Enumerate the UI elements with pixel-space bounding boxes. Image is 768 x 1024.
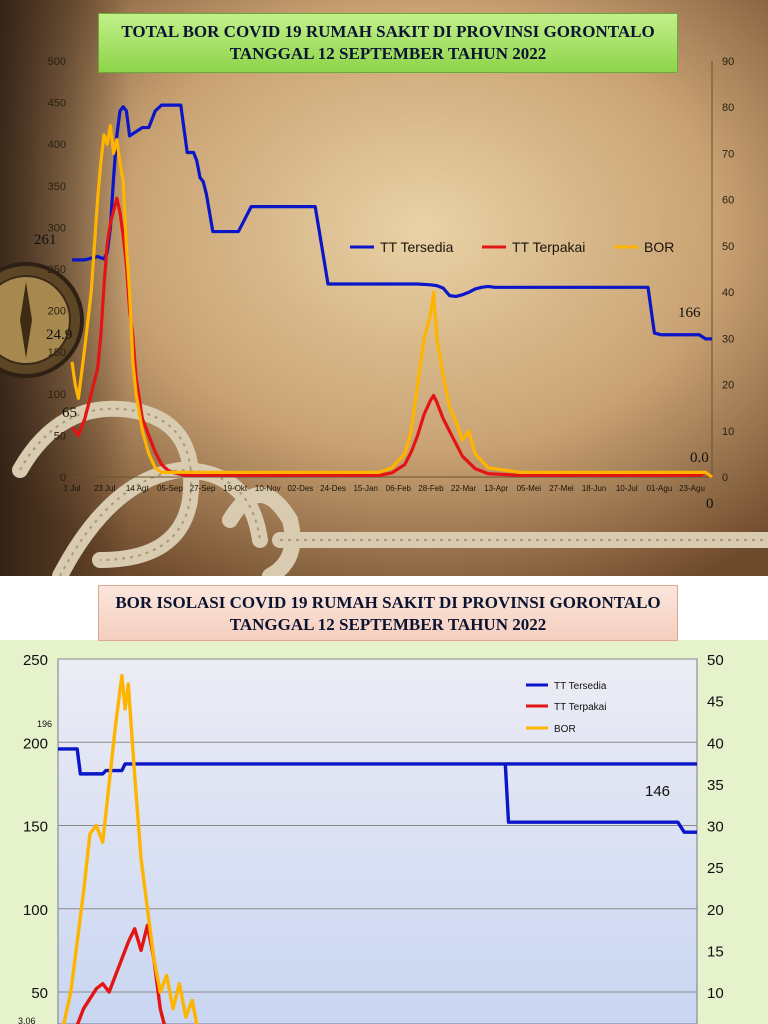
y-right-tick-label: 10 bbox=[707, 985, 724, 1002]
top-chart-panel: 0 50 100 150 200 250 300 350 400 450 500 0 10 20 30 40 5… bbox=[0, 0, 768, 576]
x-tick-label: 1 Jul bbox=[64, 484, 81, 493]
x-tick-label: 06-Feb bbox=[386, 484, 412, 493]
y-right-tick-label: 35 bbox=[707, 777, 724, 794]
series-line-tt-tersedia-segment-2 bbox=[503, 763, 697, 834]
bottom-chart: 50 100 150 200 250 10 15 20 25 30 35 40 45 50 TT Terse… bbox=[18, 652, 724, 1024]
legend-label-tt-tersedia: TT Tersedia bbox=[380, 239, 454, 255]
legend-label-bor: BOR bbox=[644, 239, 674, 255]
y-left-tick-label: 150 bbox=[48, 347, 66, 359]
y-right-tick-label: 30 bbox=[722, 333, 734, 345]
y-right-tick-label: 70 bbox=[722, 148, 734, 160]
series-line-tt-tersedia bbox=[58, 747, 697, 776]
x-tick-label: 28-Feb bbox=[418, 484, 444, 493]
x-tick-label: 22-Mar bbox=[451, 484, 477, 493]
annotation-bor-end: 0.0 bbox=[690, 450, 709, 466]
annotation-tt-tersedia-start: 261 bbox=[34, 232, 57, 248]
y-right-tick-label: 60 bbox=[722, 195, 734, 207]
x-tick-label: 13-Apr bbox=[484, 484, 508, 493]
y-right-tick-label: 90 bbox=[722, 56, 734, 68]
annotation-tt-terpakai-end: 0 bbox=[706, 496, 714, 512]
plot-area bbox=[57, 658, 698, 1024]
y-left-tick-label: 100 bbox=[48, 389, 66, 401]
annotation-tt-tersedia-end: 146 bbox=[645, 783, 670, 800]
y-right-tick-label: 40 bbox=[722, 287, 734, 299]
legend-label-bor: BOR bbox=[554, 724, 576, 735]
legend-label-tt-terpakai: TT Terpakai bbox=[512, 239, 585, 255]
series-line-tt-terpakai bbox=[70, 196, 713, 479]
y-right-tick-label: 50 bbox=[707, 652, 724, 669]
series-line-tt-tersedia bbox=[72, 103, 712, 341]
x-tick-label: 10-Nov bbox=[255, 484, 281, 493]
y-left-tick-label: 250 bbox=[48, 264, 66, 276]
y-left-tick-label: 450 bbox=[48, 98, 66, 110]
y-right-tick-label: 45 bbox=[707, 694, 724, 711]
x-tick-label: 23-Agu bbox=[679, 484, 705, 493]
annotation-tt-tersedia-end: 166 bbox=[678, 305, 701, 321]
x-tick-label: 01-Agu bbox=[646, 484, 672, 493]
y-right-tick-label: 80 bbox=[722, 102, 734, 114]
annotation-bor-start: 3.06 bbox=[18, 1016, 36, 1024]
annotation-bor-start: 24.9 bbox=[46, 327, 72, 343]
y-left-tick-label: 200 bbox=[48, 306, 66, 318]
series-line-bor bbox=[61, 673, 199, 1024]
y-left-tick-label: 50 bbox=[31, 985, 48, 1002]
y-right-tick-label: 10 bbox=[722, 426, 734, 438]
y-right-tick-label: 25 bbox=[707, 860, 724, 877]
x-tick-label: 24-Des bbox=[320, 484, 346, 493]
compass-decoration bbox=[0, 262, 84, 378]
y-left-tick-label: 50 bbox=[54, 430, 66, 442]
y-right-tick-label: 0 bbox=[722, 472, 728, 484]
y-left-tick-label: 250 bbox=[23, 652, 48, 669]
y-right-tick-label: 20 bbox=[722, 380, 734, 392]
bottom-chart-panel: 50 100 150 200 250 10 15 20 25 30 35 40 45 50 TT Terse… bbox=[0, 640, 768, 1024]
y-right-tick-label: 40 bbox=[707, 735, 724, 752]
y-left-tick-label: 100 bbox=[23, 902, 48, 919]
y-left-tick-label: 400 bbox=[48, 139, 66, 151]
x-tick-label: 14 Agt bbox=[126, 484, 149, 493]
series-line-bor bbox=[70, 124, 713, 479]
y-left-tick-label: 500 bbox=[48, 56, 66, 68]
bottom-chart-title: BOR ISOLASI COVID 19 RUMAH SAKIT DI PROV… bbox=[98, 585, 678, 641]
x-tick-label: 15-Jan bbox=[353, 484, 377, 493]
y-right-tick-label: 50 bbox=[722, 241, 734, 253]
x-tick-label: 27-Sep bbox=[190, 484, 216, 493]
x-tick-label: 02-Des bbox=[288, 484, 314, 493]
x-tick-label: 18-Jun bbox=[582, 484, 606, 493]
top-chart-title: TOTAL BOR COVID 19 RUMAH SAKIT DI PROVIN… bbox=[98, 13, 678, 73]
y-right-tick-label: 20 bbox=[707, 902, 724, 919]
y-left-tick-label: 350 bbox=[48, 181, 66, 193]
rope-texture bbox=[19, 407, 768, 576]
x-tick-label: 10-Jul bbox=[616, 484, 638, 493]
legend-label-tt-terpakai: TT Terpakai bbox=[554, 702, 606, 713]
legend-label-tt-tersedia: TT Tersedia bbox=[554, 681, 607, 692]
y-left-tick-label: 300 bbox=[48, 222, 66, 234]
x-tick-label: 05-Sep bbox=[157, 484, 183, 493]
annotation-tt-tersedia-start: 196 bbox=[37, 719, 52, 729]
x-tick-label: 19-Okt bbox=[223, 484, 248, 493]
y-right-tick-label: 15 bbox=[707, 943, 724, 960]
y-left-tick-label: 200 bbox=[23, 735, 48, 752]
y-right-tick-label: 30 bbox=[707, 819, 724, 836]
top-chart: 0501001502002503003504004505000102030405… bbox=[0, 0, 768, 576]
y-left-tick-label: 0 bbox=[60, 472, 66, 484]
x-tick-label: 23 Jul bbox=[94, 484, 116, 493]
annotation-tt-terpakai-start: 65 bbox=[62, 405, 77, 421]
x-tick-label: 05-Mei bbox=[517, 484, 542, 493]
x-tick-label: 27-Mei bbox=[549, 484, 574, 493]
y-left-tick-label: 150 bbox=[23, 819, 48, 836]
